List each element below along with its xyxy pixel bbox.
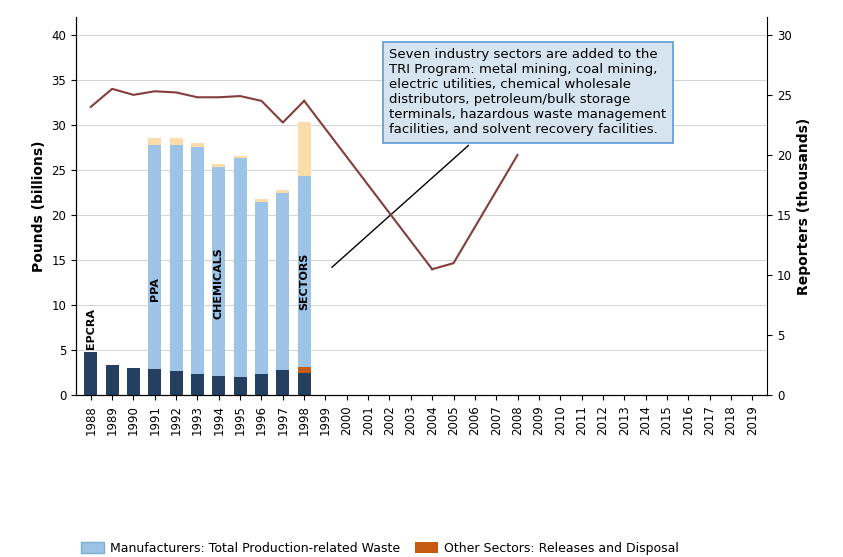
Bar [212,167,225,395]
Text: PPA: PPA [150,277,160,301]
Bar [212,375,225,395]
Text: EPCRA: EPCRA [86,307,96,349]
Bar [191,143,204,148]
Bar [298,122,310,177]
Legend: Manufacturers: Total Production-related Waste, Other Sectors: Total Production-r: Manufacturers: Total Production-related … [78,538,683,557]
Text: CHEMICALS: CHEMICALS [214,247,223,319]
Bar [234,158,246,395]
Bar [234,155,246,158]
Bar [298,367,310,373]
Bar [255,199,268,202]
Bar [127,368,140,395]
Bar [212,164,225,167]
Bar [277,190,289,193]
Bar [105,365,119,395]
Bar [148,145,161,395]
Bar [255,374,268,395]
Bar [191,148,204,395]
Bar [277,370,289,395]
Bar [298,373,310,395]
Bar [298,177,310,395]
Y-axis label: Pounds (billions): Pounds (billions) [32,140,46,272]
Bar [169,145,183,395]
Bar [148,138,161,145]
Text: SECTORS: SECTORS [299,252,309,310]
Y-axis label: Reporters (thousands): Reporters (thousands) [797,118,811,295]
Bar [169,371,183,395]
Bar [191,374,204,395]
Bar [234,377,246,395]
Bar [148,369,161,395]
Bar [84,352,97,395]
Bar [255,202,268,395]
Bar [277,193,289,395]
Bar [169,139,183,145]
Text: Seven industry sectors are added to the
TRI Program: metal mining, coal mining,
: Seven industry sectors are added to the … [332,48,667,267]
